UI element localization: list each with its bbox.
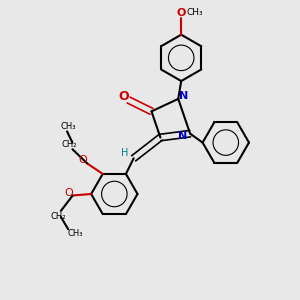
Text: H: H: [121, 148, 128, 158]
Text: O: O: [64, 188, 73, 197]
Text: CH₂: CH₂: [51, 212, 66, 221]
Text: CH₂: CH₂: [62, 140, 77, 149]
Text: CH₃: CH₃: [67, 229, 83, 238]
Text: O: O: [176, 8, 186, 18]
Text: CH₃: CH₃: [186, 8, 203, 17]
Text: CH₃: CH₃: [61, 122, 76, 130]
Text: N: N: [178, 131, 187, 141]
Text: O: O: [79, 154, 87, 165]
Text: O: O: [118, 90, 129, 103]
Text: N: N: [179, 91, 188, 101]
